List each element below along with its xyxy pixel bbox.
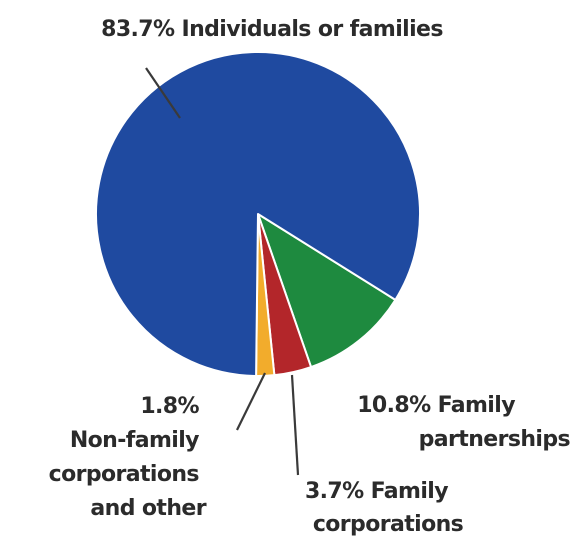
leader-lines [145, 67, 300, 476]
pie-slice-individuals-or-families [94, 51, 421, 377]
leader-line-family-corporations [290, 374, 300, 476]
leader-line-individuals [145, 67, 181, 119]
label-non-family: 1.8% Non-family corporations and other [49, 394, 207, 521]
pie-slices [94, 51, 421, 377]
label-individuals: 83.7% Individuals or families [101, 17, 443, 42]
leader-line-non-family [236, 372, 266, 431]
pie-slice-family-partnerships [257, 213, 397, 369]
label-family-partnerships: 10.8% Family partnerships [357, 393, 570, 452]
label-family-corporations: 3.7% Family corporations [305, 479, 464, 537]
